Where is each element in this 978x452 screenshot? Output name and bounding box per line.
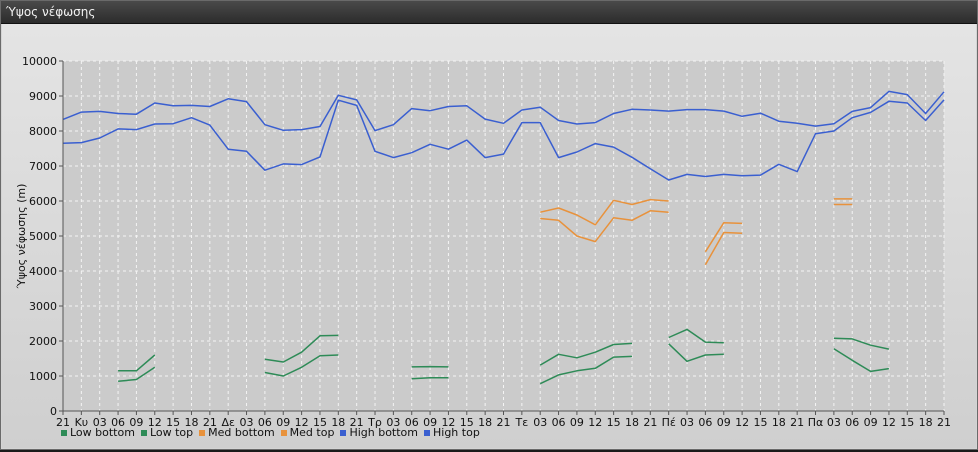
y-tick-label: 1000 <box>29 370 57 383</box>
x-tick-label: 18 <box>772 416 786 429</box>
legend-item[interactable]: High bottom <box>340 426 418 439</box>
legend-item[interactable]: Low top <box>141 426 193 439</box>
x-tick-label: Τε <box>515 416 529 429</box>
legend-item[interactable]: Med top <box>281 426 335 439</box>
y-tick-label: 6000 <box>29 195 57 208</box>
x-tick-label: 12 <box>735 416 749 429</box>
y-tick-label: 2000 <box>29 335 57 348</box>
cloud-height-chart: 0100020003000400050006000700080009000100… <box>2 24 976 448</box>
x-tick-label: 15 <box>753 416 767 429</box>
legend: Low bottom Low top Med bottom Med top High b… <box>61 426 486 439</box>
legend-item[interactable]: Med bottom <box>199 426 275 439</box>
y-axis-ticks: 0100020003000400050006000700080009000100… <box>22 55 63 418</box>
x-tick-label: 21 <box>643 416 657 429</box>
x-tick-label: 03 <box>533 416 547 429</box>
y-tick-label: 9000 <box>29 90 57 103</box>
x-tick-label: Πέ <box>662 416 676 429</box>
legend-swatch <box>340 430 346 436</box>
legend-swatch <box>424 430 430 436</box>
x-tick-label: 21 <box>937 416 951 429</box>
y-axis-label: Ύψος νέφωσης (m) <box>15 184 28 290</box>
x-tick-label: 15 <box>900 416 914 429</box>
y-tick-label: 8000 <box>29 125 57 138</box>
legend-label: Med bottom <box>208 426 275 439</box>
x-tick-label: 21 <box>497 416 511 429</box>
legend-label: High bottom <box>349 426 418 439</box>
x-tick-label: 03 <box>827 416 841 429</box>
x-tick-label: 15 <box>607 416 621 429</box>
y-tick-label: 7000 <box>29 160 57 173</box>
legend-item[interactable]: Low bottom <box>61 426 135 439</box>
legend-label: High top <box>433 426 480 439</box>
legend-swatch <box>199 430 205 436</box>
x-tick-label: 12 <box>882 416 896 429</box>
y-tick-label: 4000 <box>29 265 57 278</box>
y-tick-label: 5000 <box>29 230 57 243</box>
x-tick-label: 06 <box>845 416 859 429</box>
x-tick-label: 09 <box>864 416 878 429</box>
legend-label: Low bottom <box>70 426 135 439</box>
y-tick-label: 3000 <box>29 300 57 313</box>
legend-swatch <box>281 430 287 436</box>
legend-label: Low top <box>150 426 193 439</box>
x-tick-label: 03 <box>680 416 694 429</box>
legend-label: Med top <box>290 426 335 439</box>
x-tick-label: 18 <box>625 416 639 429</box>
legend-item[interactable]: High top <box>424 426 480 439</box>
x-tick-label: 18 <box>919 416 933 429</box>
title-bar: Ύψος νέφωσης <box>1 1 977 24</box>
x-tick-label: Πα <box>808 416 824 429</box>
legend-swatch <box>61 430 67 436</box>
legend-swatch <box>141 430 147 436</box>
x-tick-label: 21 <box>790 416 804 429</box>
x-tick-label: 09 <box>717 416 731 429</box>
x-tick-label: 12 <box>588 416 602 429</box>
x-tick-label: 06 <box>552 416 566 429</box>
window-title: Ύψος νέφωσης <box>6 5 95 19</box>
x-tick-label: 06 <box>698 416 712 429</box>
x-tick-label: 09 <box>570 416 584 429</box>
y-tick-label: 10000 <box>22 55 57 68</box>
